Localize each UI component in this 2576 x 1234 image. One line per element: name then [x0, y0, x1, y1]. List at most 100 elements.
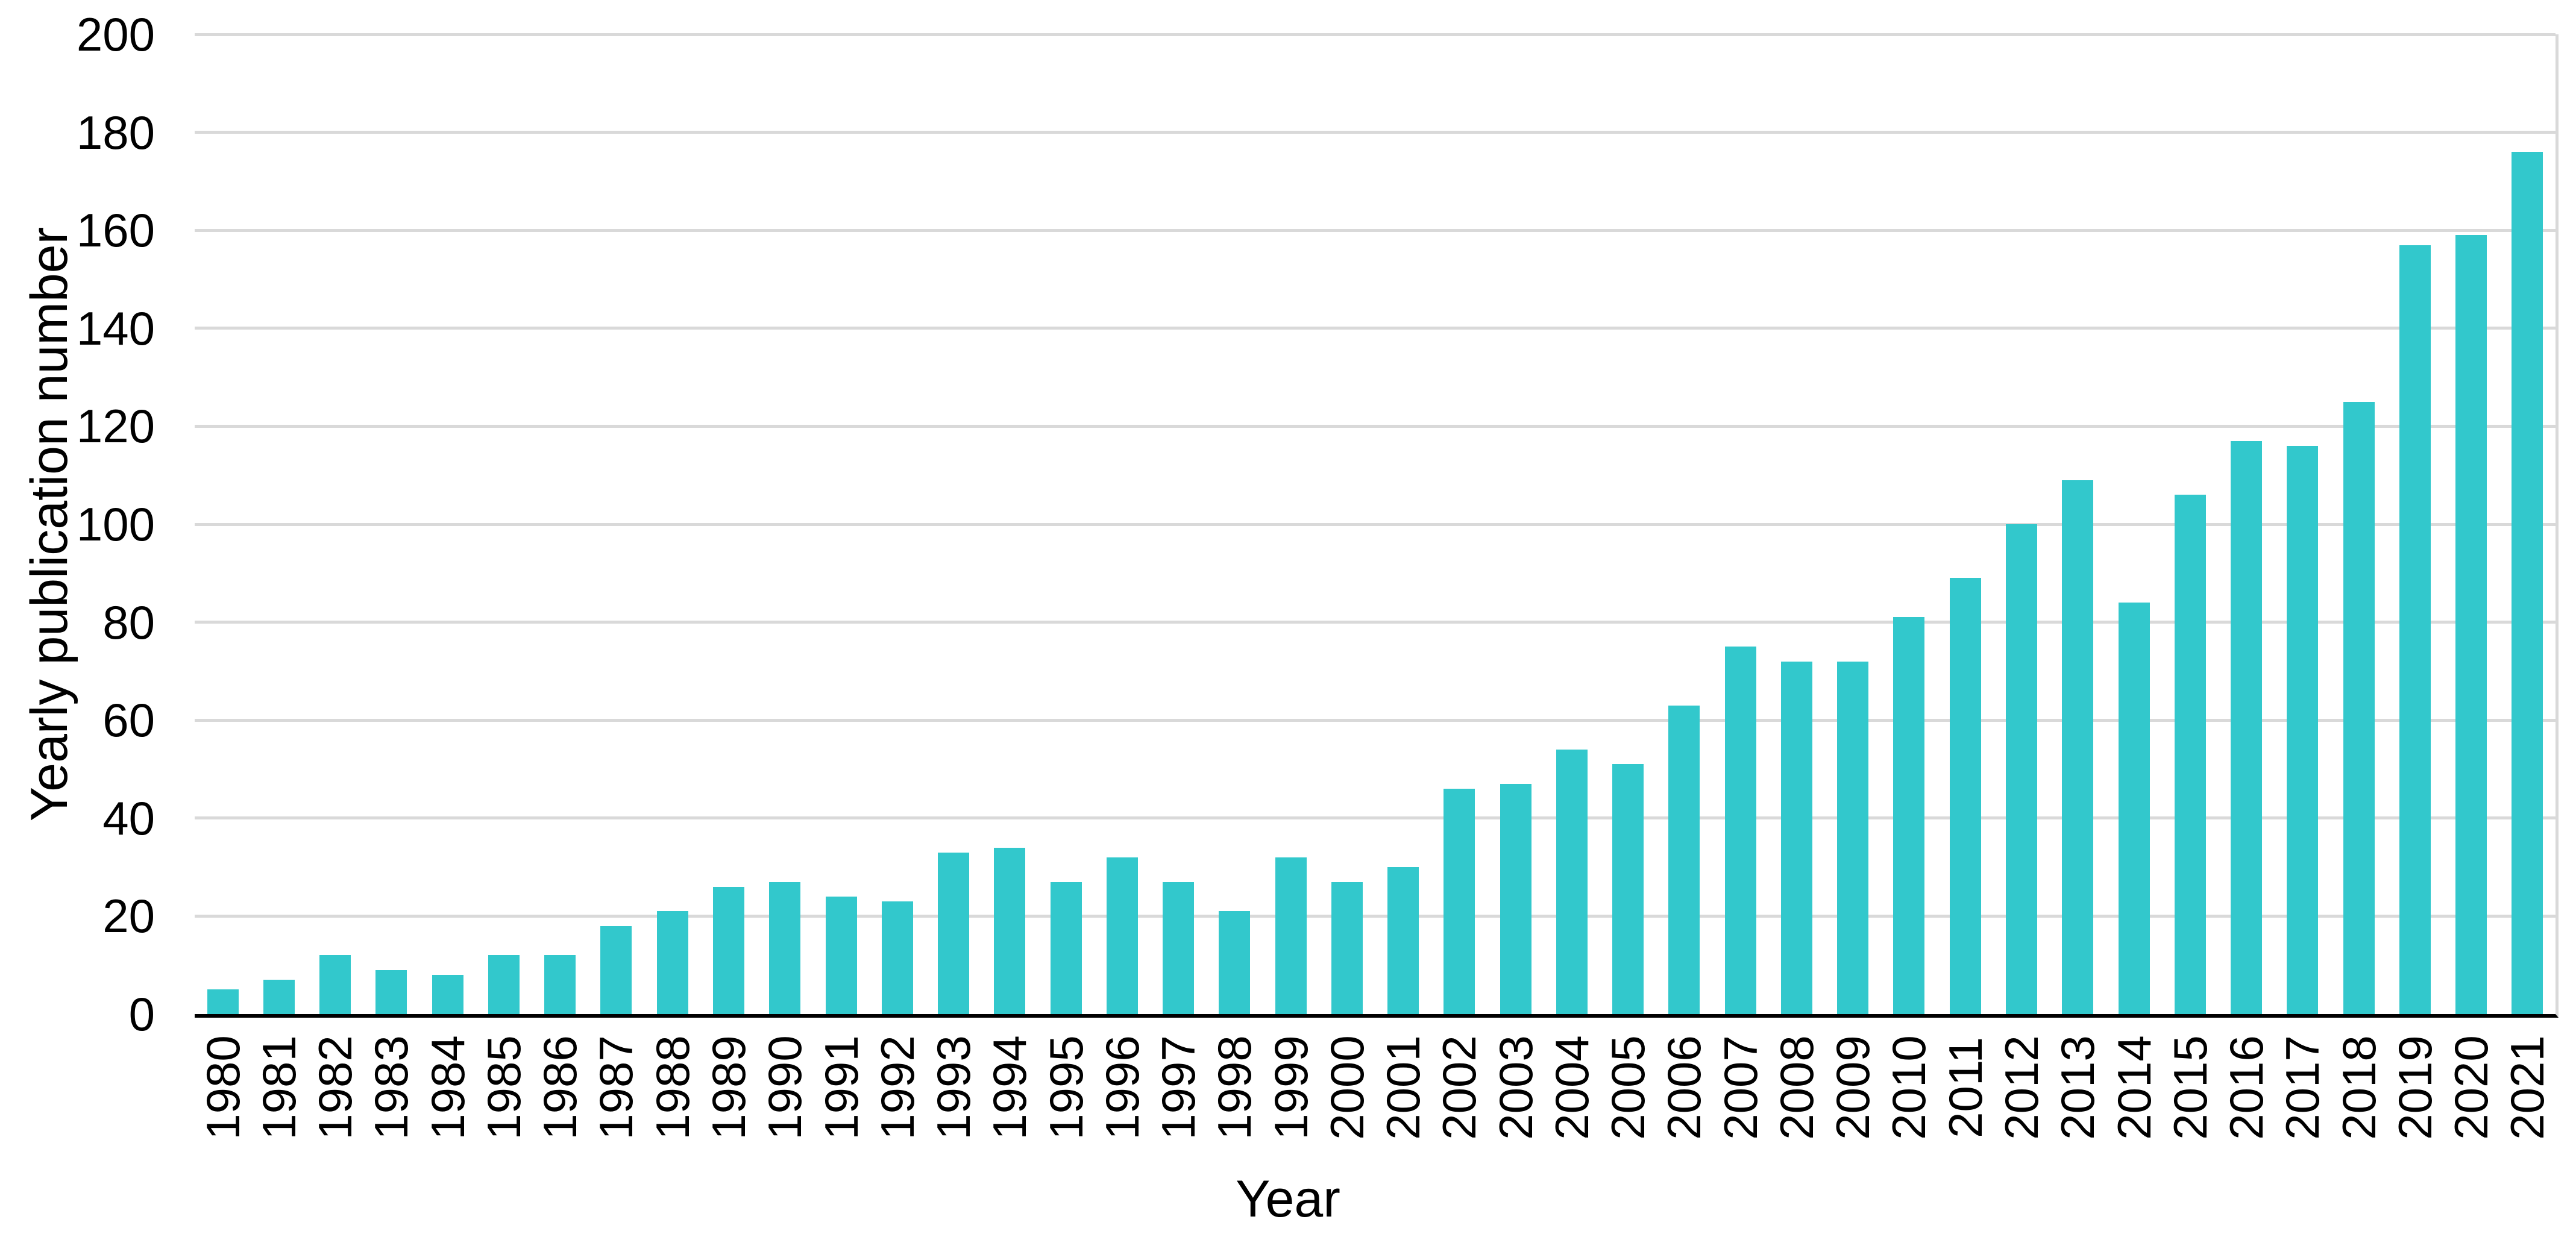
x-tick-label-1983: 1983: [365, 1035, 418, 1140]
bar-2009: [1837, 661, 1869, 1014]
bar-1986: [544, 955, 576, 1014]
y-tick-label-100: 100: [76, 498, 155, 551]
gridline-60: [195, 718, 2556, 722]
x-tick-label-2007: 2007: [1714, 1035, 1767, 1140]
bar-2015: [2174, 495, 2206, 1014]
bar-2020: [2455, 235, 2487, 1014]
bar-1985: [488, 955, 520, 1014]
y-tick-label-40: 40: [102, 791, 155, 845]
x-tick-label-1990: 1990: [758, 1035, 812, 1140]
x-tick-label-2005: 2005: [1601, 1035, 1655, 1140]
y-tick-label-200: 200: [76, 8, 155, 61]
bar-2016: [2231, 440, 2263, 1014]
x-tick-label-1989: 1989: [702, 1035, 755, 1140]
bar-1983: [375, 969, 407, 1014]
gridline-140: [195, 327, 2556, 330]
y-tick-label-140: 140: [76, 301, 155, 355]
bar-1982: [319, 955, 351, 1014]
bar-2014: [2118, 603, 2150, 1014]
x-tick-label-1996: 1996: [1095, 1035, 1149, 1140]
y-tick-label-160: 160: [76, 204, 155, 257]
bar-2019: [2399, 245, 2431, 1014]
x-tick-label-2000: 2000: [1320, 1035, 1374, 1140]
bar-2018: [2343, 401, 2375, 1014]
bar-1987: [600, 926, 632, 1014]
x-tick-label-1988: 1988: [646, 1035, 699, 1140]
gridline-200: [195, 33, 2556, 36]
y-axis-title: Yearly publication number: [20, 227, 78, 822]
y-tick-label-180: 180: [76, 105, 155, 159]
bar-2008: [1780, 661, 1812, 1014]
x-tick-label-1992: 1992: [870, 1035, 924, 1140]
bar-1998: [1219, 911, 1251, 1014]
x-tick-label-1985: 1985: [477, 1035, 530, 1140]
plot-area: [195, 33, 2559, 1018]
bar-2012: [2006, 524, 2037, 1014]
x-tick-label-2014: 2014: [2107, 1035, 2161, 1140]
x-tick-label-2006: 2006: [1657, 1035, 1711, 1140]
x-tick-label-2003: 2003: [1489, 1035, 1542, 1140]
x-tick-label-2015: 2015: [2163, 1035, 2217, 1140]
bar-2001: [1387, 867, 1419, 1014]
bar-1990: [769, 882, 801, 1014]
x-tick-label-2004: 2004: [1545, 1035, 1598, 1140]
x-tick-label-2017: 2017: [2276, 1035, 2329, 1140]
x-tick-label-2018: 2018: [2332, 1035, 2386, 1140]
x-tick-label-2010: 2010: [1882, 1035, 1936, 1140]
bar-1996: [1106, 857, 1138, 1014]
x-tick-label-2009: 2009: [1826, 1035, 1880, 1140]
y-tick-label-0: 0: [128, 988, 155, 1041]
x-tick-label-2012: 2012: [1995, 1035, 2048, 1140]
x-tick-label-2011: 2011: [1938, 1037, 1992, 1138]
bar-2017: [2287, 445, 2319, 1014]
bar-1991: [825, 896, 857, 1014]
gridline-160: [195, 228, 2556, 232]
bar-2005: [1612, 764, 1644, 1014]
gridline-40: [195, 816, 2556, 820]
y-tick-label-20: 20: [102, 889, 155, 943]
x-tick-label-1980: 1980: [196, 1035, 250, 1140]
x-tick-label-1993: 1993: [927, 1035, 981, 1140]
x-tick-label-1998: 1998: [1208, 1035, 1261, 1140]
y-tick-label-80: 80: [102, 595, 155, 649]
x-tick-label-2019: 2019: [2388, 1035, 2442, 1140]
bar-2010: [1893, 617, 1925, 1014]
bar-2007: [1724, 647, 1756, 1014]
bar-2000: [1331, 882, 1363, 1014]
bar-1997: [1163, 882, 1195, 1014]
x-axis-title: Year: [1236, 1170, 1340, 1228]
x-tick-label-1984: 1984: [421, 1035, 474, 1140]
x-tick-label-2002: 2002: [1433, 1035, 1486, 1140]
bar-2006: [1668, 705, 1700, 1014]
bar-1988: [656, 911, 688, 1014]
bar-1981: [263, 980, 295, 1014]
x-tick-label-2021: 2021: [2501, 1035, 2554, 1140]
bar-2002: [1444, 789, 1475, 1014]
x-tick-label-1995: 1995: [1039, 1035, 1093, 1140]
bar-1984: [432, 974, 463, 1014]
x-tick-label-2016: 2016: [2220, 1035, 2273, 1140]
x-tick-label-1991: 1991: [814, 1035, 868, 1140]
bar-2021: [2512, 152, 2543, 1014]
bar-1989: [712, 886, 744, 1014]
x-tick-label-1987: 1987: [589, 1035, 643, 1140]
bar-1993: [938, 852, 970, 1014]
bar-1992: [881, 901, 913, 1014]
x-tick-label-2001: 2001: [1377, 1035, 1430, 1140]
x-tick-label-1994: 1994: [983, 1035, 1037, 1140]
bar-2004: [1556, 749, 1588, 1014]
bar-1980: [207, 989, 239, 1014]
gridline-100: [195, 522, 2556, 526]
bar-1999: [1275, 857, 1307, 1014]
x-tick-label-1986: 1986: [533, 1035, 587, 1140]
x-tick-label-1999: 1999: [1264, 1035, 1318, 1140]
x-tick-label-1997: 1997: [1152, 1035, 1205, 1140]
bar-2011: [1949, 578, 1981, 1014]
x-tick-label-1981: 1981: [252, 1035, 306, 1140]
x-tick-label-2008: 2008: [1770, 1035, 1823, 1140]
y-tick-label-120: 120: [76, 399, 155, 453]
gridline-180: [195, 131, 2556, 134]
x-tick-label-2020: 2020: [2445, 1035, 2498, 1140]
gridline-120: [195, 424, 2556, 428]
